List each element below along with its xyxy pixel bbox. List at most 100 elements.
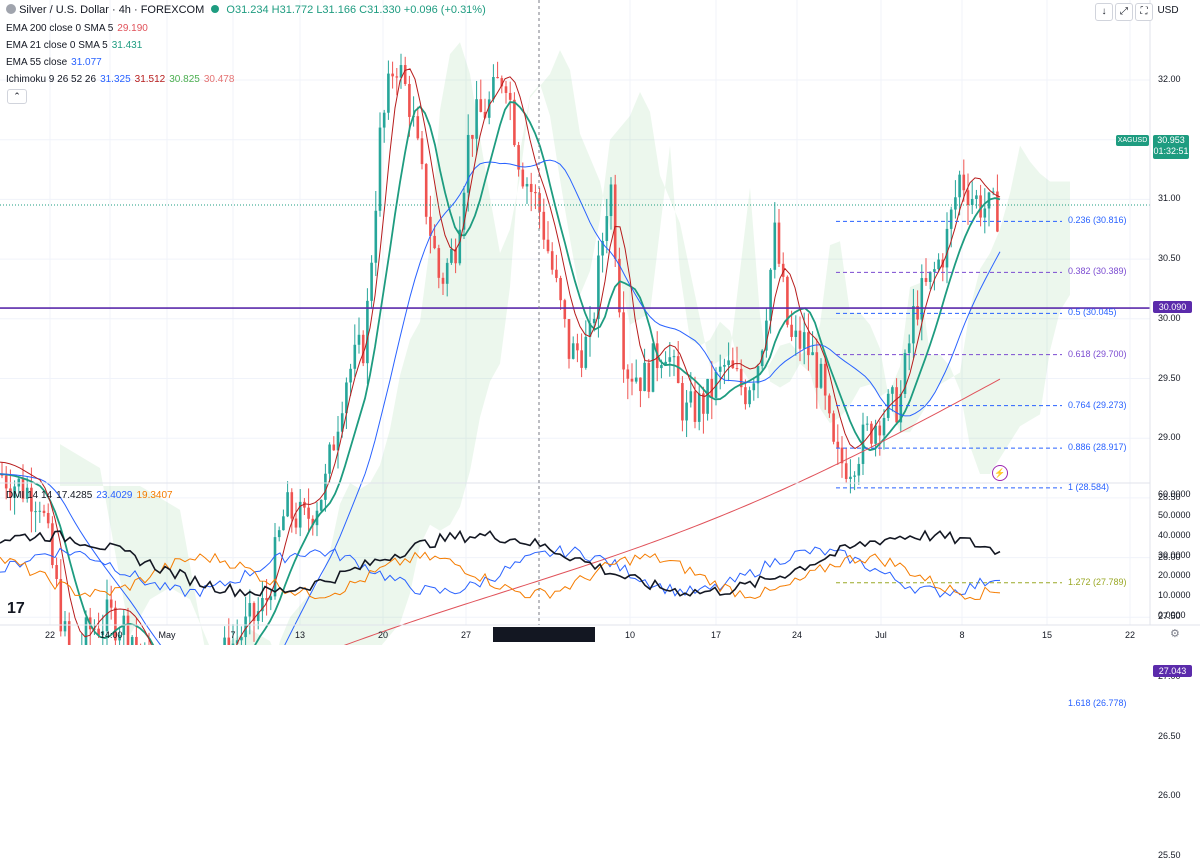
candle-body [899, 393, 903, 423]
candle-body [487, 99, 491, 118]
collapse-legend-button[interactable]: ⌃ [7, 89, 27, 104]
candle-body [248, 603, 252, 617]
candle-body [395, 76, 399, 78]
candle-body [748, 390, 751, 405]
candle-body [945, 228, 949, 268]
candle-body [399, 65, 403, 78]
candle-body [42, 510, 46, 514]
currency-button[interactable]: USD [1155, 3, 1181, 19]
candle-body [9, 488, 12, 498]
expand-button[interactable]: ⤢ [1115, 3, 1133, 21]
candle-body [357, 334, 361, 345]
chart-canvas[interactable] [0, 0, 1200, 645]
candle-body [475, 99, 478, 139]
indicator-ichimoku[interactable]: Ichimoku 9 26 52 26 31.325 31.512 30.825 30.… [6, 74, 238, 85]
candle-body [336, 431, 340, 451]
candle-body [51, 523, 54, 566]
candle-body [576, 343, 579, 351]
candle-body [231, 643, 235, 645]
candle-body [538, 193, 541, 212]
candle-body [118, 634, 121, 641]
indicator-dmi[interactable]: DMI 14 14 17.4285 23.4029 19.3407 [6, 490, 177, 501]
settings-icon[interactable]: ⚙ [1170, 628, 1180, 640]
time-axis-label: May [158, 630, 176, 640]
candle-body [265, 597, 268, 601]
market-status-icon [211, 5, 220, 13]
candle-body [949, 209, 953, 229]
candle-body [928, 271, 932, 282]
fullscreen-button[interactable]: ⛶ [1135, 3, 1153, 21]
candle-body [307, 507, 310, 519]
candle-body [126, 615, 130, 645]
candle-body [916, 306, 919, 320]
candle-body [500, 78, 504, 87]
candle-body [853, 475, 856, 477]
candle-body [290, 492, 294, 519]
expand-icon: ⤢ [1120, 6, 1128, 17]
candle-body [979, 195, 982, 218]
dmi-minus-line [0, 551, 1001, 600]
candle-body [815, 352, 819, 388]
candle-body [618, 258, 621, 313]
ichimoku-cloud [60, 42, 1070, 645]
price-axis-label: 29.00 [1158, 432, 1181, 443]
symbol-header[interactable]: Silver / U.S. Dollar · 4h · FOREXCOM O31… [6, 4, 486, 16]
time-axis-label: Jul [875, 630, 887, 640]
candle-body [807, 332, 810, 356]
candle-body [605, 216, 609, 241]
candle-body [504, 86, 508, 93]
candle-body [13, 486, 16, 498]
candle-body [903, 352, 907, 394]
indicator-value: 31.512 [134, 74, 166, 85]
indicator-ema21[interactable]: EMA 21 close 0 SMA 5 31.431 [6, 40, 146, 51]
current-symbol: XAGUSD [1117, 137, 1148, 144]
fibonacci-label: 0.236 (30.816) [1068, 215, 1127, 226]
symbol-title[interactable]: Silver / U.S. Dollar · 4h · FOREXCOM [19, 4, 205, 16]
down-arrow-button[interactable]: ↓ [1095, 3, 1113, 21]
candle-body [874, 425, 877, 444]
candle-body [613, 184, 617, 259]
ichimoku-base-line [0, 68, 1001, 645]
candle-body [920, 278, 924, 320]
arrow-down-icon: ↓ [1101, 6, 1107, 17]
candle-body [735, 368, 739, 370]
indicator-ema200[interactable]: EMA 200 close 0 SMA 5 29.190 [6, 23, 152, 34]
candle-body [664, 361, 667, 366]
dmi-axis-label: 20.0000 [1158, 569, 1191, 580]
candle-body [454, 249, 457, 264]
dmi-plus-line [0, 545, 1001, 598]
candle-body [521, 169, 525, 187]
candle-body [731, 360, 735, 369]
dmi-plus-value: 23.4029 [96, 490, 133, 501]
indicator-value: 30.478 [203, 74, 235, 85]
tradingview-logo[interactable]: 17 [7, 600, 25, 618]
indicator-ema55[interactable]: EMA 55 close 31.077 [6, 57, 106, 68]
candle-body [525, 183, 529, 187]
candle-body [403, 65, 407, 84]
candle-body [584, 336, 588, 368]
candle-body [777, 222, 781, 264]
candle-body [420, 138, 424, 165]
candle-body [567, 319, 571, 359]
candle-body [492, 77, 495, 100]
candle-body [387, 73, 390, 113]
candle-body [811, 352, 814, 356]
candle-body [361, 334, 365, 364]
candle-body [668, 357, 672, 362]
candle-body [135, 636, 138, 645]
candle-body [882, 417, 886, 436]
dmi-axis-label: 10.0000 [1158, 589, 1191, 600]
candle-body [424, 164, 428, 217]
candle-body [744, 387, 747, 405]
candle-body [710, 378, 714, 398]
lightning-icon[interactable]: ⚡ [992, 465, 1008, 481]
candle-body [937, 259, 940, 270]
candle-body [685, 402, 688, 421]
candle-body [235, 640, 239, 644]
candle-body [823, 363, 827, 396]
ema55-line [0, 159, 1001, 645]
price-axis-label: 28.50 [1158, 491, 1181, 502]
indicator-value: 31.077 [71, 57, 102, 68]
time-axis-label: 24 [791, 630, 802, 640]
candle-body [912, 306, 915, 344]
